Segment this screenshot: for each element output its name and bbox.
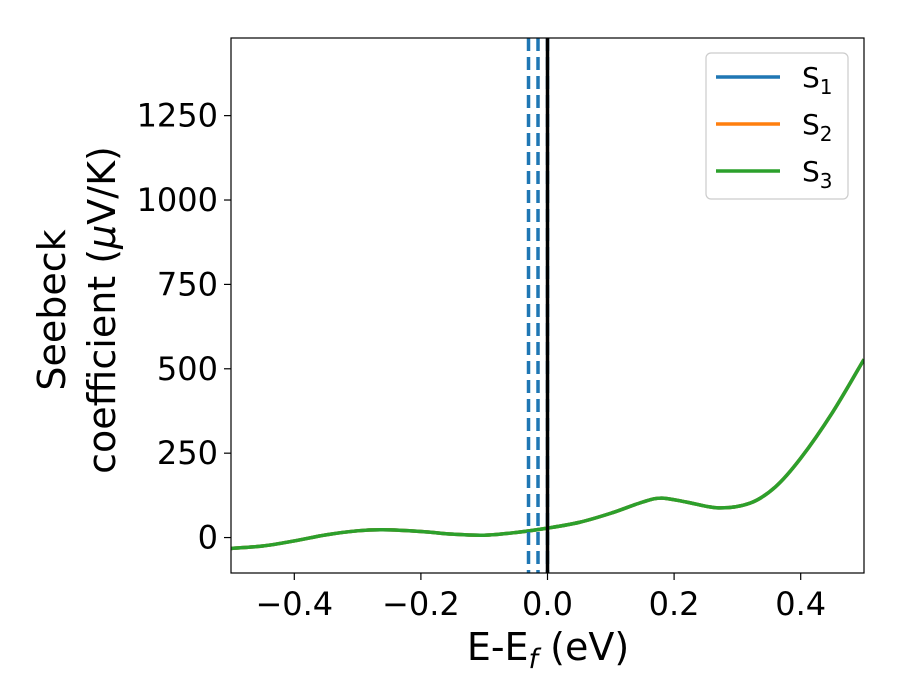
- legend-label-s2: S2: [802, 108, 833, 146]
- x-axis-ticks: −0.4 −0.2 0.0 0.2 0.4: [255, 573, 826, 623]
- y-tick-label: 1250: [137, 97, 218, 135]
- legend: S1 S2 S3: [705, 52, 849, 200]
- series-layer: [231, 358, 864, 551]
- y-axis-label-line2: coefficient (μV/K): [80, 146, 124, 474]
- legend-label-s1: S1: [802, 61, 833, 99]
- vertical-lines-layer: [526, 38, 550, 573]
- y-tick-label: 0: [198, 519, 218, 557]
- y-tick-label: 1000: [137, 181, 218, 219]
- y-axis-ticks: 0 250 500 750 1000 1250: [137, 97, 231, 557]
- x-tick-label: 0.2: [649, 585, 700, 623]
- x-tick-label: 0.0: [522, 585, 573, 623]
- x-tick-label: −0.2: [382, 585, 460, 623]
- x-tick-label: 0.4: [775, 585, 826, 623]
- y-tick-label: 750: [157, 265, 218, 303]
- legend-label-s3: S3: [802, 155, 833, 193]
- y-tick-label: 500: [157, 350, 218, 388]
- legend-box: [705, 52, 849, 200]
- y-tick-label: 250: [157, 434, 218, 472]
- series-line-s3: [231, 358, 864, 551]
- y-axis-label-line1: Seebeck: [30, 229, 74, 390]
- x-tick-label: −0.4: [255, 585, 333, 623]
- x-axis-label: E-Ef (eV): [467, 625, 629, 675]
